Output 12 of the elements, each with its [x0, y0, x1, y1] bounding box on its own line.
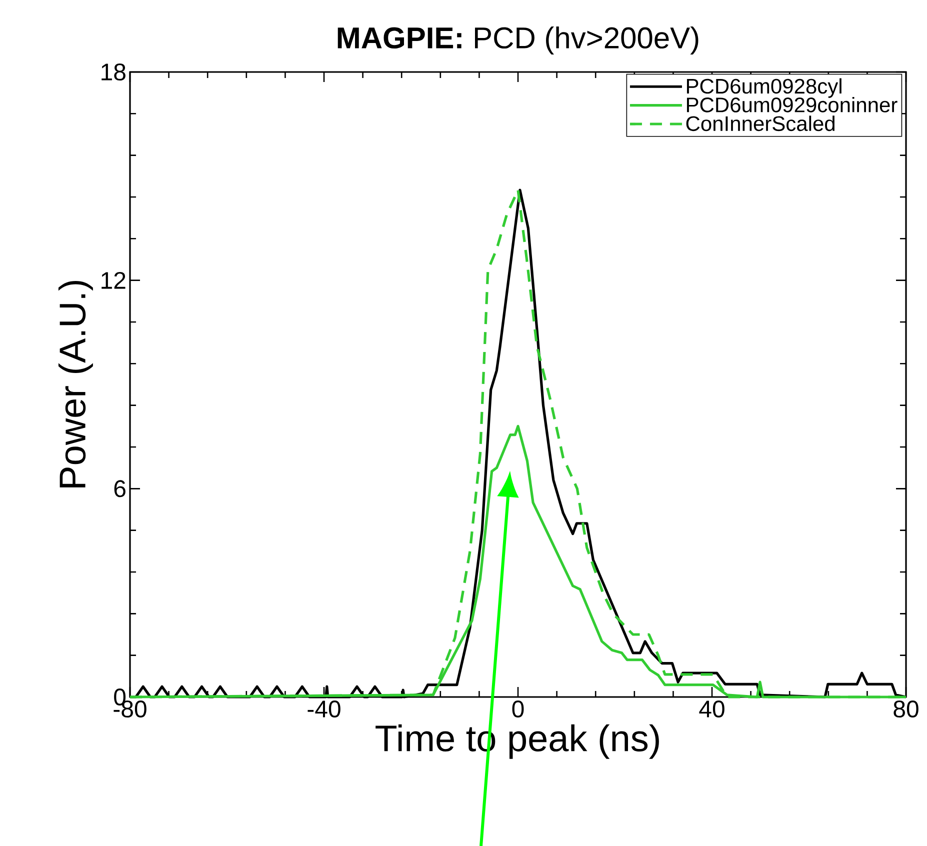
legend-label: ConInnerScaled	[686, 116, 834, 132]
x-tick-label: 80	[894, 700, 918, 718]
y-tick-label: 6	[114, 480, 126, 498]
y-tick-label: 18	[102, 63, 126, 80]
y-axis-title: Power (A.U.)	[58, 280, 93, 488]
x-tick-label: 40	[699, 700, 724, 718]
x-tick-label: 0	[512, 700, 524, 718]
legend-label: PCD6um0928cyl	[686, 78, 842, 98]
legend-label: PCD6um0929coninner	[686, 96, 898, 112]
x-tick-label: -40	[308, 700, 340, 718]
y-tick-label: 12	[102, 272, 126, 289]
chart-title: MAGPIE: PCD (hv>200eV)	[338, 26, 698, 54]
